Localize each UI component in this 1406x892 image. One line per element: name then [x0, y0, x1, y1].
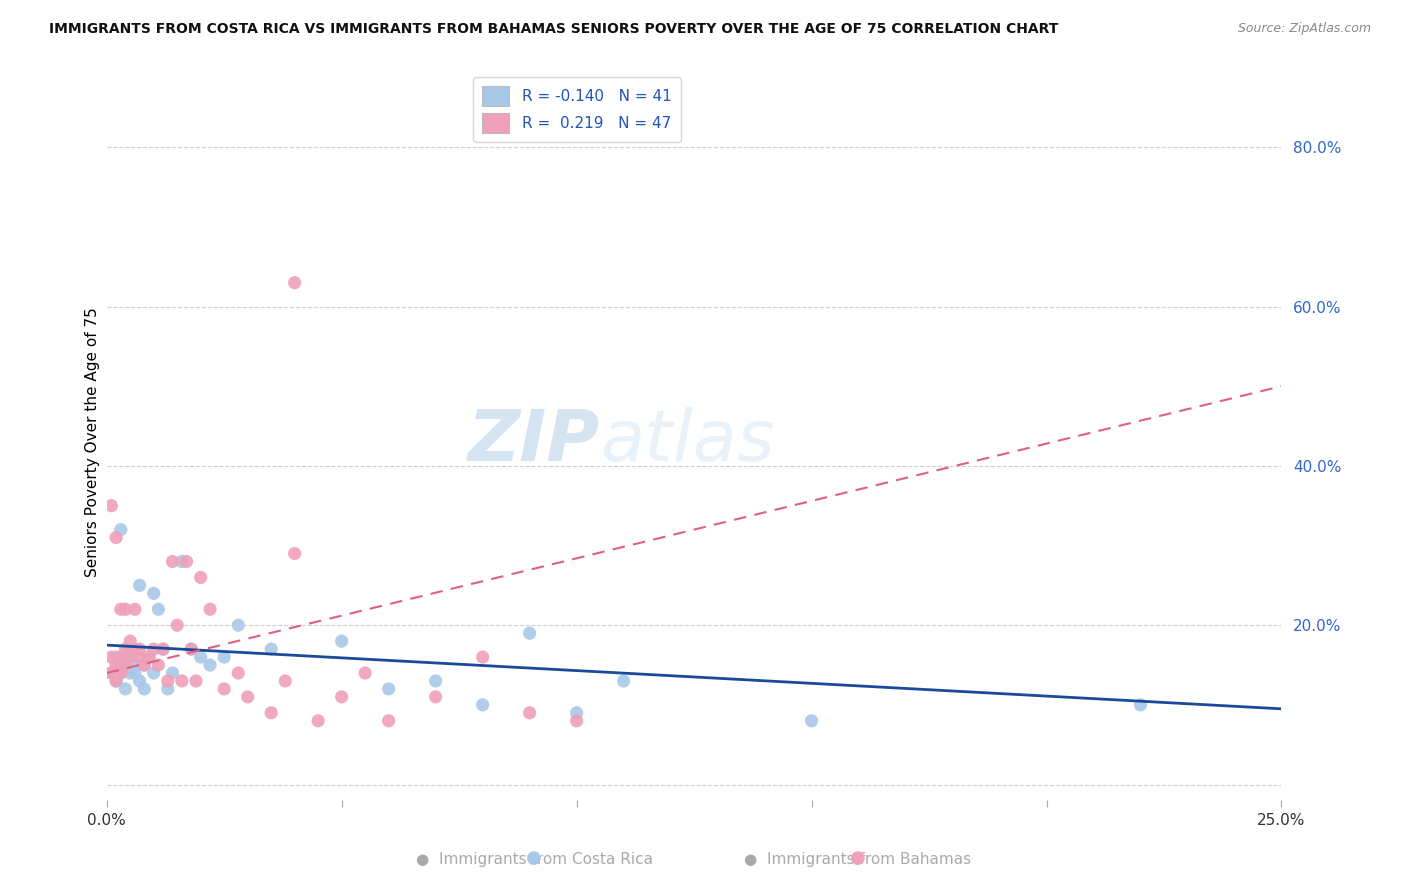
Point — [519, 626, 541, 640]
Text: ●  Immigrants from Costa Rica: ● Immigrants from Costa Rica — [416, 852, 652, 867]
Point — [114, 658, 136, 673]
Point — [110, 665, 132, 680]
Point — [124, 642, 146, 657]
Point — [166, 618, 188, 632]
Point — [284, 276, 307, 290]
Point — [138, 650, 160, 665]
Point — [124, 665, 146, 680]
Point — [120, 650, 142, 665]
Point — [170, 673, 193, 688]
Point — [274, 673, 297, 688]
Point — [1129, 698, 1152, 712]
Point — [226, 665, 249, 680]
Point — [613, 673, 636, 688]
Text: ●  Immigrants from Bahamas: ● Immigrants from Bahamas — [744, 852, 972, 867]
Point — [105, 658, 128, 673]
Y-axis label: Seniors Poverty Over the Age of 75: Seniors Poverty Over the Age of 75 — [86, 307, 100, 577]
Point — [100, 650, 122, 665]
Point — [114, 602, 136, 616]
Point — [284, 547, 307, 561]
Point — [152, 642, 174, 657]
Point — [105, 531, 128, 545]
Point — [800, 714, 823, 728]
Point — [330, 634, 353, 648]
Point — [120, 642, 142, 657]
Point — [190, 650, 212, 665]
Point — [180, 642, 202, 657]
Point — [100, 665, 122, 680]
Point — [134, 658, 156, 673]
Point — [198, 602, 221, 616]
Point — [110, 523, 132, 537]
Point — [212, 650, 235, 665]
Text: ●: ● — [849, 849, 866, 867]
Point — [176, 554, 198, 568]
Text: ●: ● — [526, 849, 543, 867]
Point — [128, 650, 150, 665]
Point — [226, 618, 249, 632]
Point — [134, 658, 156, 673]
Point — [110, 665, 132, 680]
Point — [152, 642, 174, 657]
Point — [377, 714, 399, 728]
Point — [100, 665, 122, 680]
Text: IMMIGRANTS FROM COSTA RICA VS IMMIGRANTS FROM BAHAMAS SENIORS POVERTY OVER THE A: IMMIGRANTS FROM COSTA RICA VS IMMIGRANTS… — [49, 22, 1059, 37]
Point — [128, 642, 150, 657]
Point — [425, 673, 447, 688]
Point — [142, 642, 165, 657]
Point — [128, 673, 150, 688]
Text: Source: ZipAtlas.com: Source: ZipAtlas.com — [1237, 22, 1371, 36]
Point — [142, 665, 165, 680]
Point — [120, 634, 142, 648]
Point — [124, 602, 146, 616]
Point — [236, 690, 259, 704]
Point — [198, 658, 221, 673]
Point — [565, 706, 588, 720]
Point — [260, 642, 283, 657]
Point — [110, 658, 132, 673]
Point — [162, 554, 184, 568]
Point — [148, 658, 170, 673]
Point — [105, 673, 128, 688]
Point — [105, 650, 128, 665]
Point — [212, 681, 235, 696]
Legend: R = -0.140   N = 41, R =  0.219   N = 47: R = -0.140 N = 41, R = 0.219 N = 47 — [472, 77, 681, 142]
Point — [114, 650, 136, 665]
Point — [105, 673, 128, 688]
Point — [138, 650, 160, 665]
Text: ZIP: ZIP — [468, 408, 600, 476]
Point — [114, 681, 136, 696]
Point — [114, 658, 136, 673]
Point — [100, 499, 122, 513]
Point — [354, 665, 377, 680]
Point — [142, 586, 165, 600]
Point — [128, 578, 150, 592]
Point — [110, 602, 132, 616]
Point — [124, 658, 146, 673]
Point — [471, 650, 494, 665]
Point — [519, 706, 541, 720]
Point — [330, 690, 353, 704]
Point — [110, 650, 132, 665]
Point — [134, 681, 156, 696]
Point — [120, 665, 142, 680]
Point — [156, 673, 179, 688]
Text: atlas: atlas — [600, 408, 775, 476]
Point — [120, 650, 142, 665]
Point — [565, 714, 588, 728]
Point — [377, 681, 399, 696]
Point — [162, 665, 184, 680]
Point — [170, 554, 193, 568]
Point — [184, 673, 207, 688]
Point — [114, 642, 136, 657]
Point — [471, 698, 494, 712]
Point — [190, 570, 212, 584]
Point — [307, 714, 329, 728]
Point — [148, 602, 170, 616]
Point — [425, 690, 447, 704]
Point — [180, 642, 202, 657]
Point — [156, 681, 179, 696]
Point — [260, 706, 283, 720]
